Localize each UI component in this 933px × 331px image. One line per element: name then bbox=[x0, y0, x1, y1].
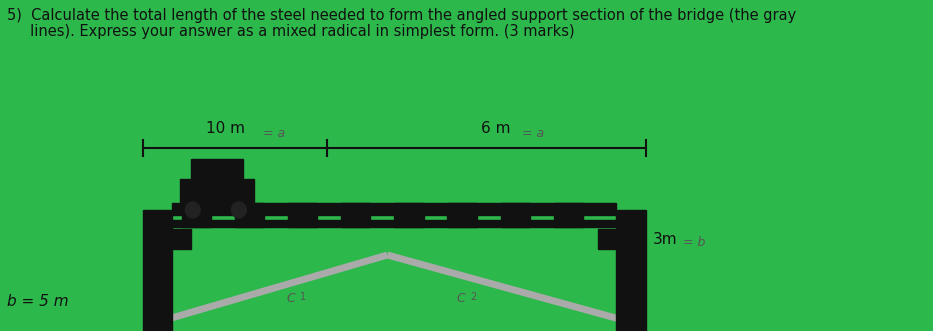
Circle shape bbox=[231, 202, 246, 218]
Text: = b: = b bbox=[683, 237, 705, 250]
Bar bbox=[173, 203, 616, 215]
Text: b = 5 m: b = 5 m bbox=[7, 295, 69, 309]
Text: 10 m: 10 m bbox=[206, 121, 245, 136]
Text: = a: = a bbox=[263, 127, 285, 140]
Text: C: C bbox=[286, 292, 295, 305]
Bar bbox=[235, 203, 264, 227]
Bar bbox=[616, 210, 646, 331]
Bar bbox=[180, 179, 254, 207]
Text: = a: = a bbox=[522, 127, 544, 140]
Bar bbox=[182, 203, 211, 227]
Bar bbox=[173, 220, 616, 227]
Bar bbox=[288, 203, 317, 227]
Text: 5)  Calculate the total length of the steel needed to form the angled support se: 5) Calculate the total length of the ste… bbox=[7, 8, 797, 23]
Text: 1: 1 bbox=[299, 292, 306, 302]
Text: C: C bbox=[457, 292, 466, 305]
Bar bbox=[598, 229, 616, 249]
Text: 6 m: 6 m bbox=[481, 121, 510, 136]
Bar bbox=[448, 203, 477, 227]
Bar bbox=[191, 159, 243, 181]
Text: 2: 2 bbox=[470, 292, 477, 302]
Text: 3m: 3m bbox=[653, 232, 677, 248]
Bar bbox=[143, 210, 173, 331]
Text: lines). Express your answer as a mixed radical in simplest form. (3 marks): lines). Express your answer as a mixed r… bbox=[7, 24, 575, 39]
Bar bbox=[341, 203, 370, 227]
Circle shape bbox=[186, 202, 201, 218]
Bar bbox=[395, 203, 424, 227]
Bar bbox=[554, 203, 583, 227]
Bar bbox=[173, 229, 191, 249]
Bar bbox=[501, 203, 530, 227]
